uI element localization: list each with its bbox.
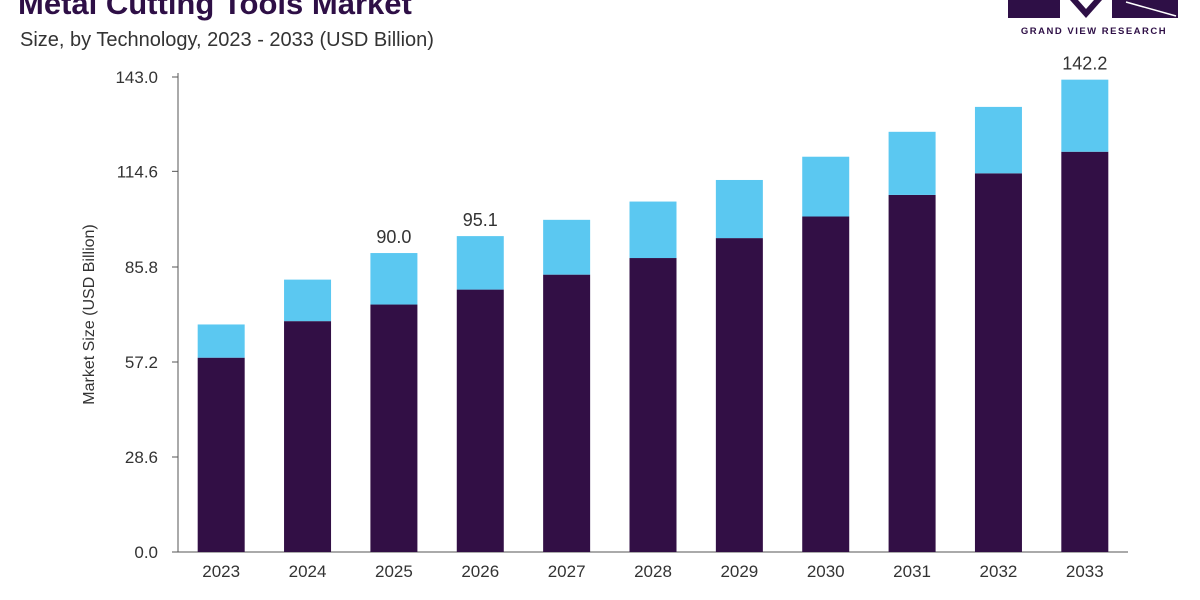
bar-2032-segment-2 <box>974 106 1022 174</box>
x-tick-label: 2032 <box>980 562 1018 581</box>
bar-2028-segment-2 <box>629 201 677 259</box>
x-tick-label: 2025 <box>375 562 413 581</box>
x-tick-label: 2030 <box>807 562 845 581</box>
bar-2024-segment-1 <box>284 321 332 552</box>
bar-2024-segment-2 <box>284 279 332 322</box>
bar-2030-segment-2 <box>802 156 850 217</box>
bar-2026-segment-2 <box>456 236 504 290</box>
y-tick-label: 57.2 <box>125 353 158 372</box>
x-tick-label: 2027 <box>548 562 586 581</box>
bar-2029-segment-2 <box>715 179 763 239</box>
x-tick-label: 2026 <box>461 562 499 581</box>
bar-2031-segment-1 <box>888 194 936 552</box>
bar-2028-segment-1 <box>629 258 677 552</box>
y-tick-label: 0.0 <box>134 543 158 562</box>
bar-2029-segment-1 <box>715 238 763 553</box>
x-tick-label: 2029 <box>720 562 758 581</box>
bar-2023-segment-1 <box>197 357 245 552</box>
bar-2030-segment-1 <box>802 216 850 552</box>
x-tick-label: 2023 <box>202 562 240 581</box>
x-tick-label: 2031 <box>893 562 931 581</box>
bar-2023-segment-2 <box>197 324 245 358</box>
x-tick-label: 2028 <box>634 562 672 581</box>
data-label-2025: 90.0 <box>376 227 411 247</box>
bar-2025-segment-1 <box>370 304 418 552</box>
data-label-2033: 142.2 <box>1062 54 1107 74</box>
x-tick-label: 2024 <box>289 562 327 581</box>
bar-2031-segment-2 <box>888 131 936 195</box>
brand-logo-icon <box>1008 0 1178 18</box>
brand-name: GRAND VIEW RESEARCH <box>1020 26 1168 37</box>
bar-2025-segment-2 <box>370 253 418 305</box>
y-tick-label: 85.8 <box>125 258 158 277</box>
y-tick-label: 143.0 <box>115 68 158 87</box>
y-tick-label: 28.6 <box>125 448 158 467</box>
chart-title: Metal Cutting Tools Market <box>18 0 412 21</box>
y-tick-label: 114.6 <box>117 162 158 181</box>
bar-2026-segment-1 <box>456 289 504 552</box>
y-axis-label: Market Size (USD Billion) <box>81 224 98 404</box>
x-tick-label: 2033 <box>1066 562 1104 581</box>
bar-2033-segment-2 <box>1061 79 1109 152</box>
bar-2027-segment-2 <box>543 219 591 275</box>
bar-2027-segment-1 <box>543 274 591 552</box>
brand-logo: GRAND VIEW RESEARCH <box>1008 0 1180 42</box>
data-label-2026: 95.1 <box>463 210 498 230</box>
bar-2032-segment-1 <box>974 173 1022 552</box>
chart-subtitle: Size, by Technology, 2023 - 2033 (USD Bi… <box>20 29 434 51</box>
bar-2033-segment-1 <box>1061 151 1109 552</box>
